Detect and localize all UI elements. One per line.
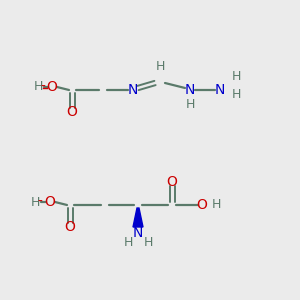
Text: -: - (40, 80, 45, 94)
Text: H: H (155, 59, 165, 73)
Text: H: H (30, 196, 40, 208)
Text: N: N (215, 83, 225, 97)
Text: H: H (231, 70, 241, 83)
Text: H: H (231, 88, 241, 101)
Text: H: H (143, 236, 153, 250)
Text: O: O (167, 175, 177, 189)
Text: H: H (185, 98, 195, 110)
Text: O: O (45, 195, 56, 209)
Text: N: N (133, 226, 143, 240)
Text: O: O (196, 198, 207, 212)
Text: O: O (67, 105, 77, 119)
Text: N: N (128, 83, 138, 97)
Text: H: H (33, 80, 43, 94)
Text: H: H (211, 199, 221, 212)
Text: N: N (185, 83, 195, 97)
Text: H: H (123, 236, 133, 250)
Polygon shape (133, 208, 143, 227)
Text: O: O (64, 220, 75, 234)
Text: -: - (38, 195, 42, 209)
Text: O: O (46, 80, 57, 94)
